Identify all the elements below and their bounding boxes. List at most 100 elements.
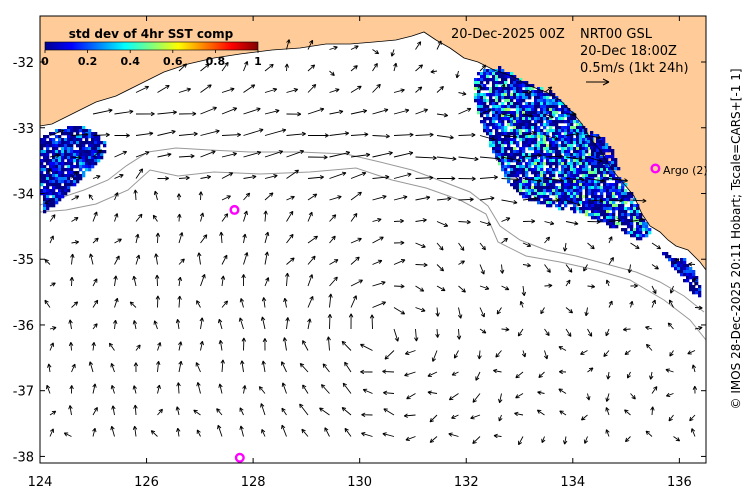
- current-vector: [261, 360, 266, 373]
- argo-float-marker[interactable]: [229, 204, 240, 215]
- sst-cell: [582, 210, 586, 214]
- sst-cell: [510, 117, 514, 121]
- sst-cell: [639, 225, 643, 229]
- sst-cell: [698, 291, 702, 295]
- sst-cell: [567, 132, 571, 136]
- sst-cell: [61, 174, 65, 178]
- sst-cell: [516, 180, 520, 184]
- current-vector: [157, 342, 162, 351]
- sst-cell: [513, 87, 517, 91]
- sst-cell: [480, 78, 484, 82]
- sst-cell: [567, 198, 571, 202]
- sst-cell: [504, 138, 508, 142]
- current-vector: [544, 328, 550, 337]
- sst-cell: [519, 78, 523, 82]
- sst-cell: [516, 84, 520, 88]
- current-vector: [393, 218, 405, 224]
- sst-cell: [576, 183, 580, 187]
- sst-cell: [570, 132, 574, 136]
- sst-cell: [692, 270, 696, 274]
- sst-cell: [630, 207, 634, 211]
- current-vector: [242, 385, 247, 394]
- current-vector: [369, 314, 375, 330]
- argo-float-marker[interactable]: [650, 163, 661, 174]
- current-vector: [132, 385, 137, 394]
- current-vector: [177, 276, 183, 287]
- sst-cell: [552, 147, 556, 151]
- current-vector: [405, 436, 416, 441]
- sst-cell: [636, 231, 640, 235]
- sst-cell: [85, 138, 89, 142]
- sst-cell: [540, 102, 544, 106]
- current-vector: [431, 350, 438, 362]
- sst-cell: [590, 146, 594, 150]
- argo-float-marker[interactable]: [234, 452, 245, 463]
- current-vector: [329, 235, 336, 244]
- current-vector: [521, 350, 527, 358]
- sst-cell: [519, 147, 523, 151]
- sst-cell: [546, 144, 550, 148]
- sst-cell: [612, 171, 616, 175]
- sst-cell: [537, 105, 541, 109]
- sst-cell: [525, 132, 529, 136]
- sst-cell: [483, 108, 487, 112]
- sst-cell: [528, 147, 532, 151]
- sst-cell: [52, 156, 56, 160]
- current-vector: [501, 83, 506, 93]
- sst-cell: [522, 192, 526, 196]
- sst-cell: [510, 102, 514, 106]
- current-vector: [673, 258, 680, 265]
- sst-cell: [46, 198, 50, 202]
- sst-cell: [70, 174, 74, 178]
- sst-cell: [534, 132, 538, 136]
- sst-cell: [633, 204, 637, 208]
- sst-cell: [588, 144, 592, 148]
- sst-cell: [549, 156, 553, 160]
- sst-cell: [579, 156, 583, 160]
- sst-cell: [64, 174, 68, 178]
- colorbar-tick-label: 0.4: [120, 55, 140, 68]
- y-tick-label: -36: [13, 319, 34, 334]
- sst-cell: [636, 237, 640, 241]
- sst-cell: [549, 192, 553, 196]
- sst-cell: [67, 183, 71, 187]
- sst-cell: [501, 141, 505, 145]
- sst-cell: [525, 102, 529, 106]
- current-vector: [522, 196, 538, 201]
- sst-cell: [576, 171, 580, 175]
- sst-cell: [579, 210, 583, 214]
- sst-cell: [609, 216, 613, 220]
- sst-cell: [486, 105, 490, 109]
- sst-cell: [582, 201, 586, 205]
- sst-cell: [612, 195, 616, 199]
- sst-cell: [567, 165, 571, 169]
- sst-cell: [555, 165, 559, 169]
- sst-cell: [612, 216, 616, 220]
- sst-cell: [594, 174, 598, 178]
- sst-cell: [498, 75, 502, 79]
- sst-cell: [543, 144, 547, 148]
- sst-cell: [564, 129, 568, 133]
- sst-cell: [498, 150, 502, 154]
- current-vector: [522, 178, 542, 183]
- sst-cell: [534, 144, 538, 148]
- sst-cell: [576, 198, 580, 202]
- sst-cell: [76, 174, 80, 178]
- current-vector: [393, 328, 400, 342]
- current-vector: [327, 313, 333, 330]
- sst-cell: [70, 183, 74, 187]
- sst-cell: [570, 114, 574, 118]
- sst-cell: [570, 144, 574, 148]
- sst-cell: [552, 156, 556, 160]
- current-vector: [92, 278, 98, 287]
- sst-cell: [579, 180, 583, 184]
- sst-cell: [49, 183, 53, 187]
- current-vector: [624, 409, 631, 416]
- sst-cell: [88, 165, 92, 169]
- sst-cell: [525, 114, 529, 118]
- sst-cell: [627, 195, 631, 199]
- sst-cell: [49, 141, 53, 145]
- sst-cell: [498, 93, 502, 97]
- sst-cell: [564, 204, 568, 208]
- sst-cell: [579, 195, 583, 199]
